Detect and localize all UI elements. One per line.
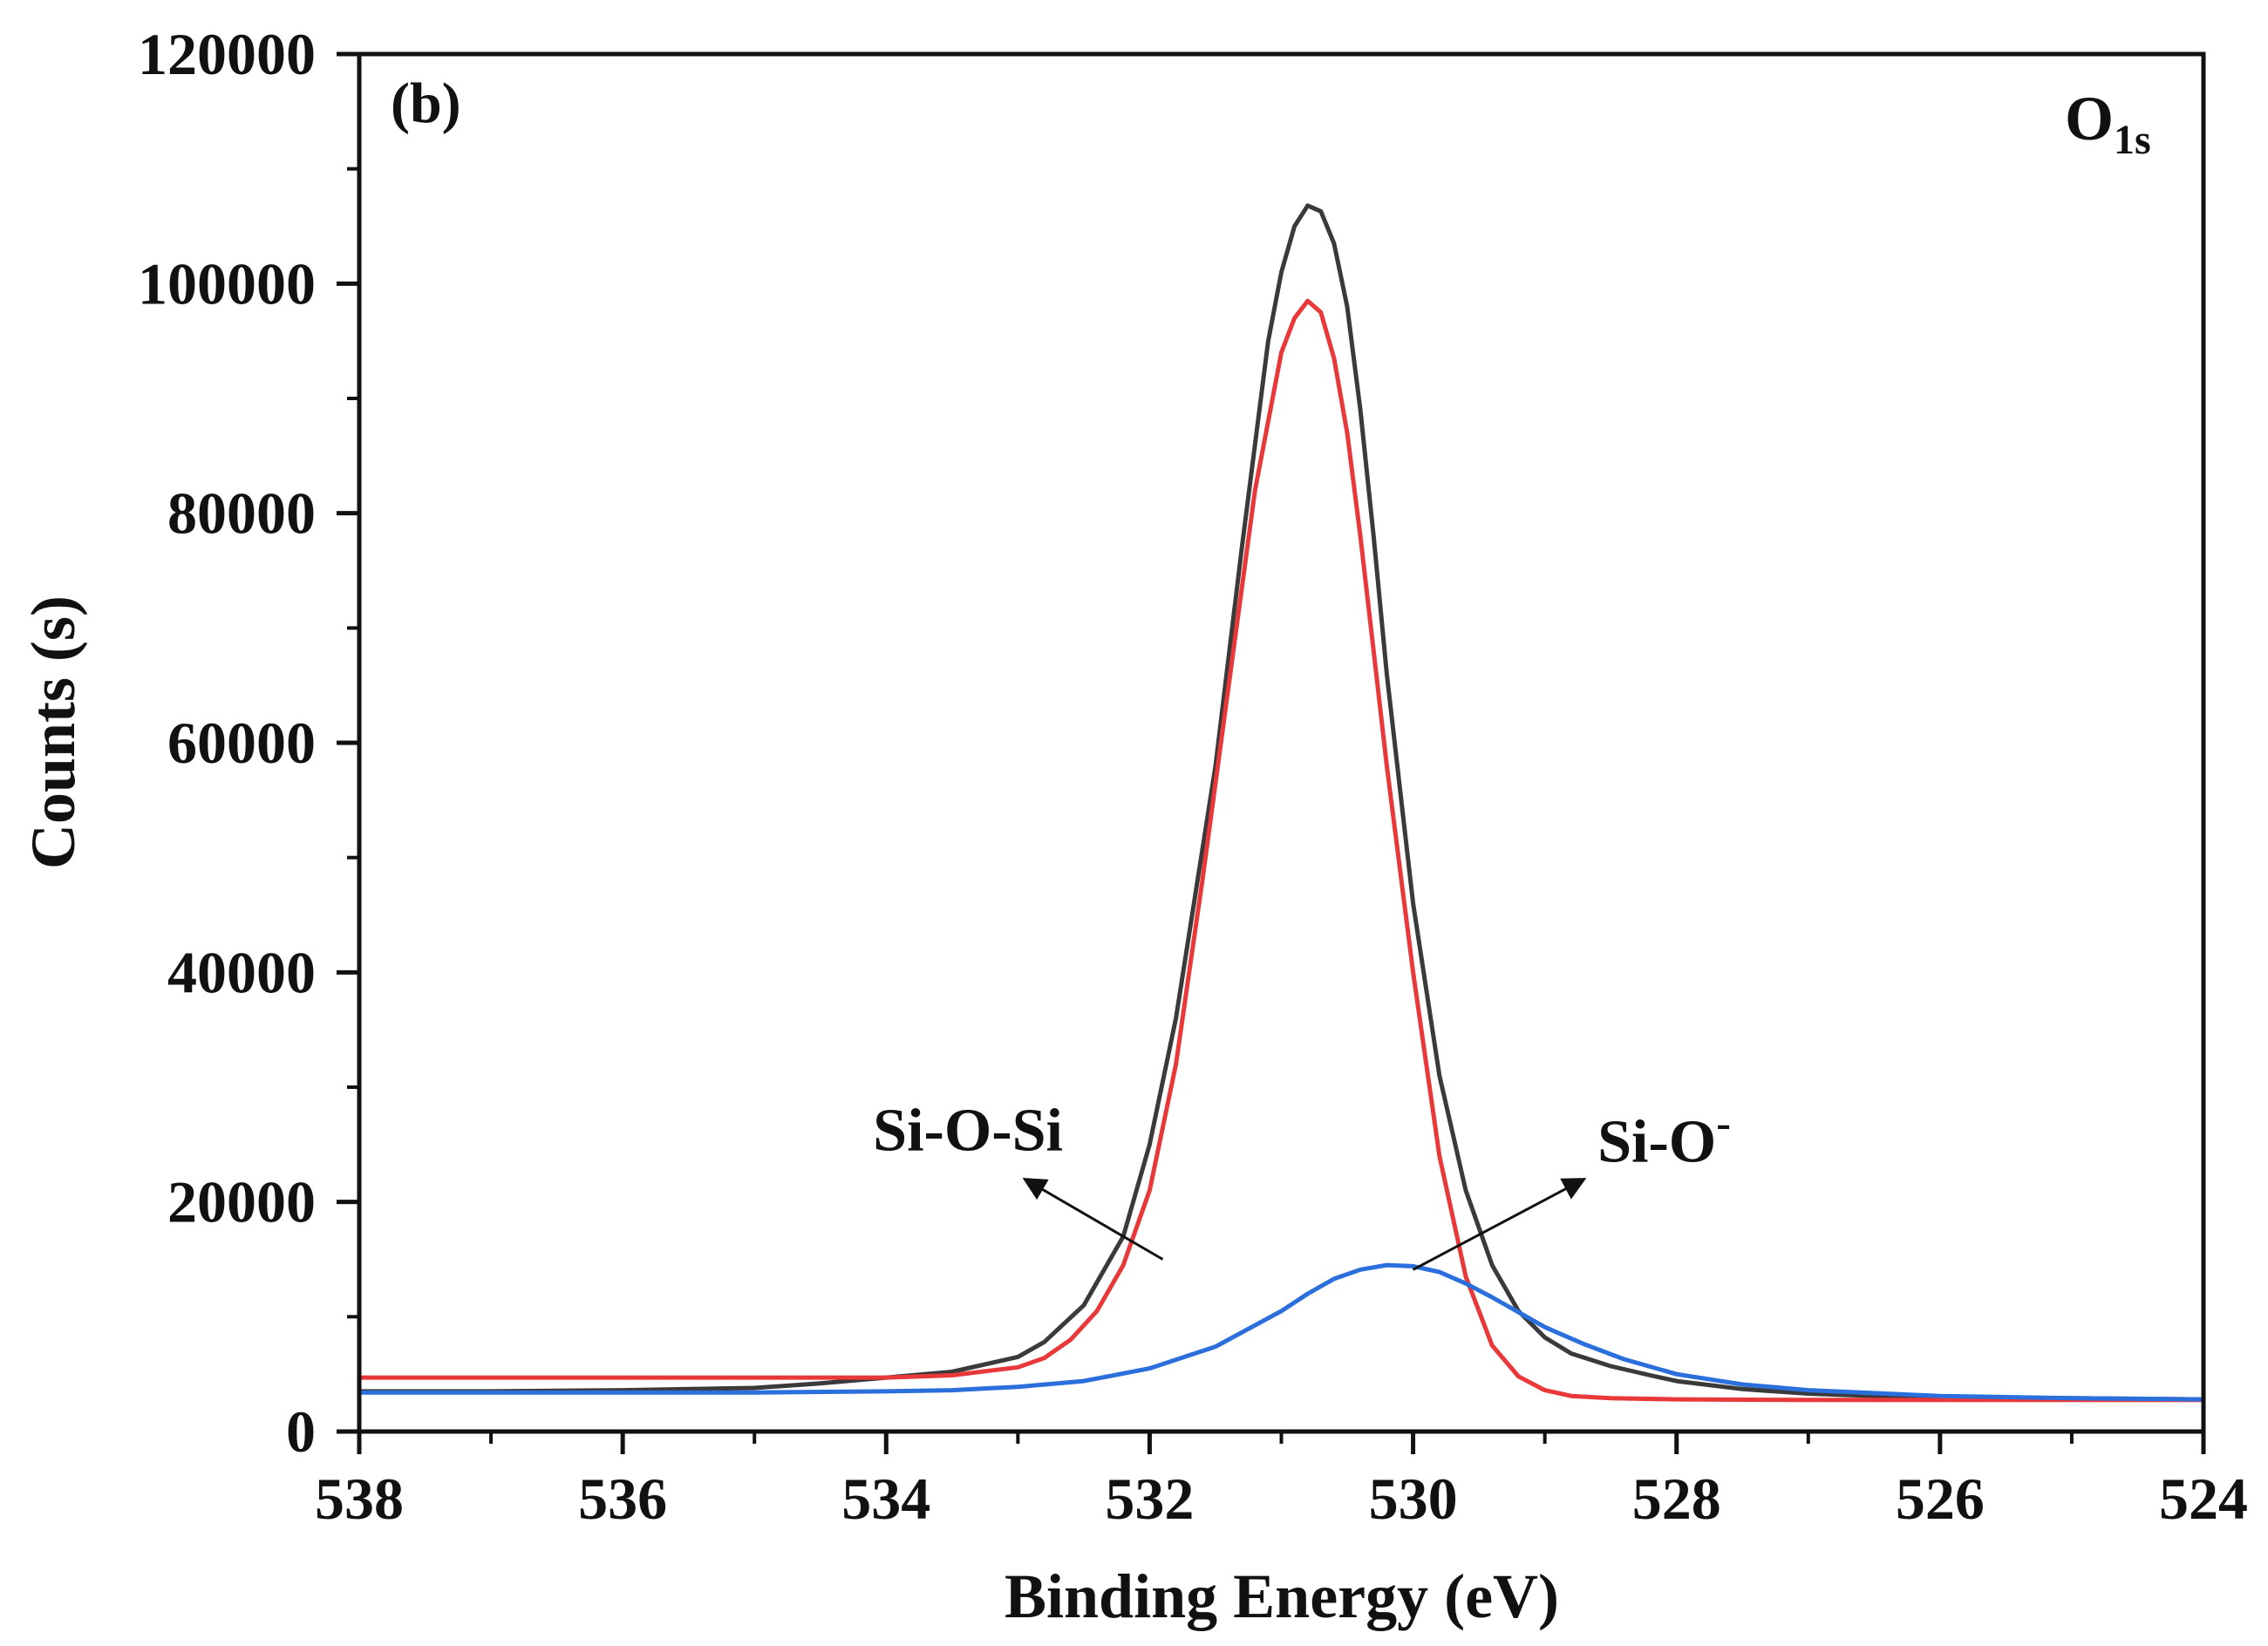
y-tick-label: 0: [286, 1398, 316, 1465]
x-tick-label: 532: [1105, 1466, 1194, 1532]
x-tick-label: 524: [2159, 1466, 2248, 1532]
y-tick-label: 40000: [167, 939, 316, 1005]
peak-label-sub: 1s: [2114, 117, 2151, 163]
annotation-arrow-si-o-si: [1022, 1177, 1164, 1261]
tick-layer: 538 536 534 532 530 528 526 524 0 20000 40000 60000…: [138, 21, 2248, 1532]
plot-frame: [357, 51, 2206, 1434]
peak-label-main: O: [2065, 84, 2114, 153]
x-axis-title: Binding Energy (eV): [1005, 1561, 1559, 1631]
x-tick-label: 530: [1369, 1466, 1458, 1532]
series-layer: [357, 203, 2206, 1403]
annotation-label-si-o: Si-O-: [1597, 1098, 1731, 1176]
y-tick-label: 20000: [167, 1169, 316, 1235]
panel-label: (b): [391, 71, 461, 135]
annotation-arrow-si-o: [1412, 1178, 1587, 1271]
y-tick-label: 100000: [138, 250, 316, 316]
annotation-superscript: -: [1716, 1098, 1731, 1147]
annotation-layer: Si-O-Si Si-O-: [873, 1097, 1731, 1271]
y-axis-title: Counts (s): [18, 595, 88, 869]
x-tick-label: 538: [315, 1466, 404, 1532]
series-line-si-o: [357, 1262, 2206, 1402]
annotation-label-si-o-si: Si-O-Si: [873, 1097, 1063, 1164]
x-tick-label: 526: [1896, 1466, 1985, 1532]
x-tick-label: 528: [1632, 1466, 1721, 1532]
x-tick-label: 534: [841, 1466, 930, 1532]
y-tick-label: 80000: [167, 480, 316, 547]
y-tick-label: 120000: [138, 21, 316, 87]
series-line-si-o-si: [357, 298, 2206, 1403]
series-line-envelope: [357, 203, 2206, 1402]
y-tick-label: 60000: [167, 710, 316, 776]
x-tick-label: 536: [578, 1466, 667, 1532]
peak-label: O1s: [2065, 84, 2151, 163]
